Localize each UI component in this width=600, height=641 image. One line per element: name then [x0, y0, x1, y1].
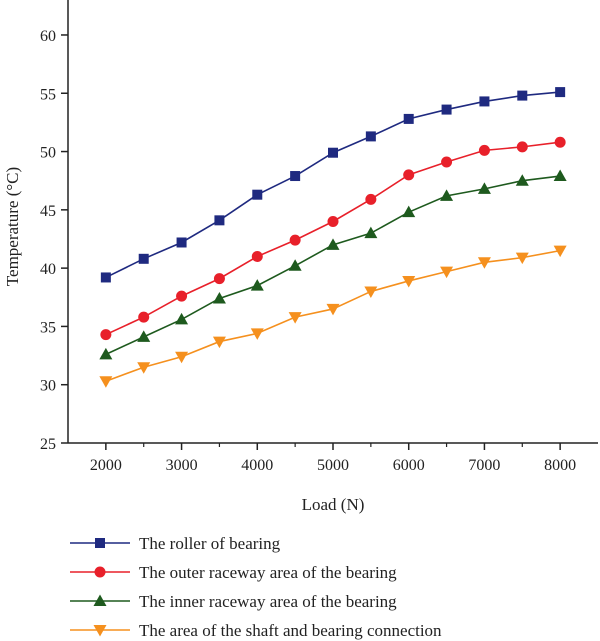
- data-point-circle: [403, 169, 415, 181]
- x-tick-label: 7000: [468, 457, 500, 474]
- data-point-square: [479, 96, 490, 107]
- data-point-circle: [478, 144, 490, 156]
- y-tick-label: 60: [40, 28, 56, 45]
- y-tick-label: 35: [40, 319, 56, 336]
- data-point-triangle-up: [477, 182, 491, 194]
- legend-item: The roller of bearing: [70, 534, 281, 553]
- x-tick-label: 5000: [317, 457, 349, 474]
- axes: 25 30 35 40 45 50 55 60 2000 3000 4000 5000 6000 7000…: [40, 0, 598, 474]
- legend-item: The area of the shaft and bearing connec…: [70, 621, 442, 640]
- data-point-triangle-up: [212, 291, 226, 304]
- x-tick-label: 4000: [241, 457, 273, 474]
- data-point-triangle-up: [250, 279, 264, 291]
- data-point-circle: [289, 234, 301, 246]
- data-point-circle: [176, 290, 188, 302]
- y-tick-label: 30: [40, 378, 56, 395]
- legend-label: The area of the shaft and bearing connec…: [139, 621, 442, 640]
- data-point-circle: [94, 566, 106, 578]
- series-line: [105, 175, 561, 356]
- data-point-square: [403, 113, 414, 124]
- data-point-square: [555, 87, 566, 98]
- data-point-circle: [554, 136, 566, 148]
- data-point-triangle-up: [515, 174, 529, 186]
- legend: The roller of bearing The outer raceway a…: [70, 534, 442, 640]
- data-point-triangle-down: [288, 312, 302, 324]
- data-point-triangle-down: [477, 257, 491, 269]
- x-tick-label: 6000: [393, 457, 425, 474]
- data-point-triangle-down: [250, 328, 264, 340]
- series-2: [99, 169, 567, 360]
- data-point-triangle-up: [288, 259, 302, 271]
- data-point-triangle-down: [515, 252, 529, 265]
- plot-area: [99, 87, 567, 388]
- legend-item: The inner raceway area of the bearing: [70, 592, 397, 611]
- series-3: [99, 245, 567, 388]
- data-point-triangle-up: [440, 189, 454, 201]
- data-point-triangle-up: [326, 238, 340, 250]
- y-tick-label: 45: [40, 203, 56, 220]
- series-1: [100, 136, 566, 341]
- data-point-triangle-up: [93, 594, 107, 606]
- data-point-circle: [327, 216, 339, 227]
- series-line: [105, 249, 561, 382]
- data-point-triangle-up: [137, 330, 151, 342]
- series-0: [100, 87, 566, 283]
- data-point-triangle-up: [402, 205, 416, 218]
- x-axis-title: Load (N): [302, 495, 365, 514]
- y-tick-label: 50: [40, 145, 56, 162]
- data-point-triangle-up: [99, 347, 113, 360]
- data-point-triangle-down: [212, 336, 226, 349]
- data-point-square: [100, 272, 111, 283]
- data-point-triangle-down: [175, 351, 189, 364]
- data-point-triangle-down: [93, 625, 107, 637]
- data-point-circle: [365, 193, 377, 205]
- data-point-circle: [516, 141, 528, 153]
- legend-item: The outer raceway area of the bearing: [70, 563, 397, 582]
- data-point-square: [176, 237, 187, 248]
- data-point-triangle-up: [553, 169, 567, 182]
- data-point-circle: [441, 156, 453, 168]
- data-point-triangle-down: [402, 275, 416, 288]
- data-point-triangle-down: [99, 376, 113, 388]
- data-point-circle: [100, 329, 112, 341]
- data-point-triangle-down: [364, 286, 378, 298]
- legend-label: The outer raceway area of the bearing: [139, 563, 397, 582]
- legend-label: The inner raceway area of the bearing: [139, 592, 397, 611]
- y-tick-label: 25: [40, 436, 56, 453]
- data-point-triangle-down: [440, 266, 454, 279]
- x-tick-label: 8000: [544, 457, 576, 474]
- data-point-triangle-up: [175, 312, 189, 325]
- y-tick-label: 55: [40, 86, 56, 103]
- data-point-square: [290, 171, 301, 182]
- data-point-square: [138, 253, 149, 264]
- data-point-circle: [213, 273, 225, 285]
- data-point-square: [328, 147, 338, 158]
- data-point-square: [441, 104, 452, 115]
- data-point-square: [214, 215, 225, 226]
- data-point-triangle-up: [364, 226, 378, 239]
- data-point-triangle-down: [137, 362, 151, 374]
- legend-label: The roller of bearing: [139, 534, 281, 553]
- data-point-square: [95, 538, 105, 548]
- data-point-square: [517, 90, 528, 101]
- x-tick-label: 2000: [90, 457, 122, 474]
- data-point-circle: [251, 250, 263, 262]
- data-point-square: [252, 189, 263, 200]
- data-point-square: [365, 131, 376, 142]
- data-point-circle: [138, 311, 150, 323]
- y-axis-title: Temperature (°C): [3, 167, 22, 286]
- data-point-triangle-down: [553, 245, 567, 258]
- x-tick-label: 3000: [166, 457, 198, 474]
- y-tick-label: 40: [40, 261, 56, 278]
- data-point-triangle-down: [326, 303, 340, 316]
